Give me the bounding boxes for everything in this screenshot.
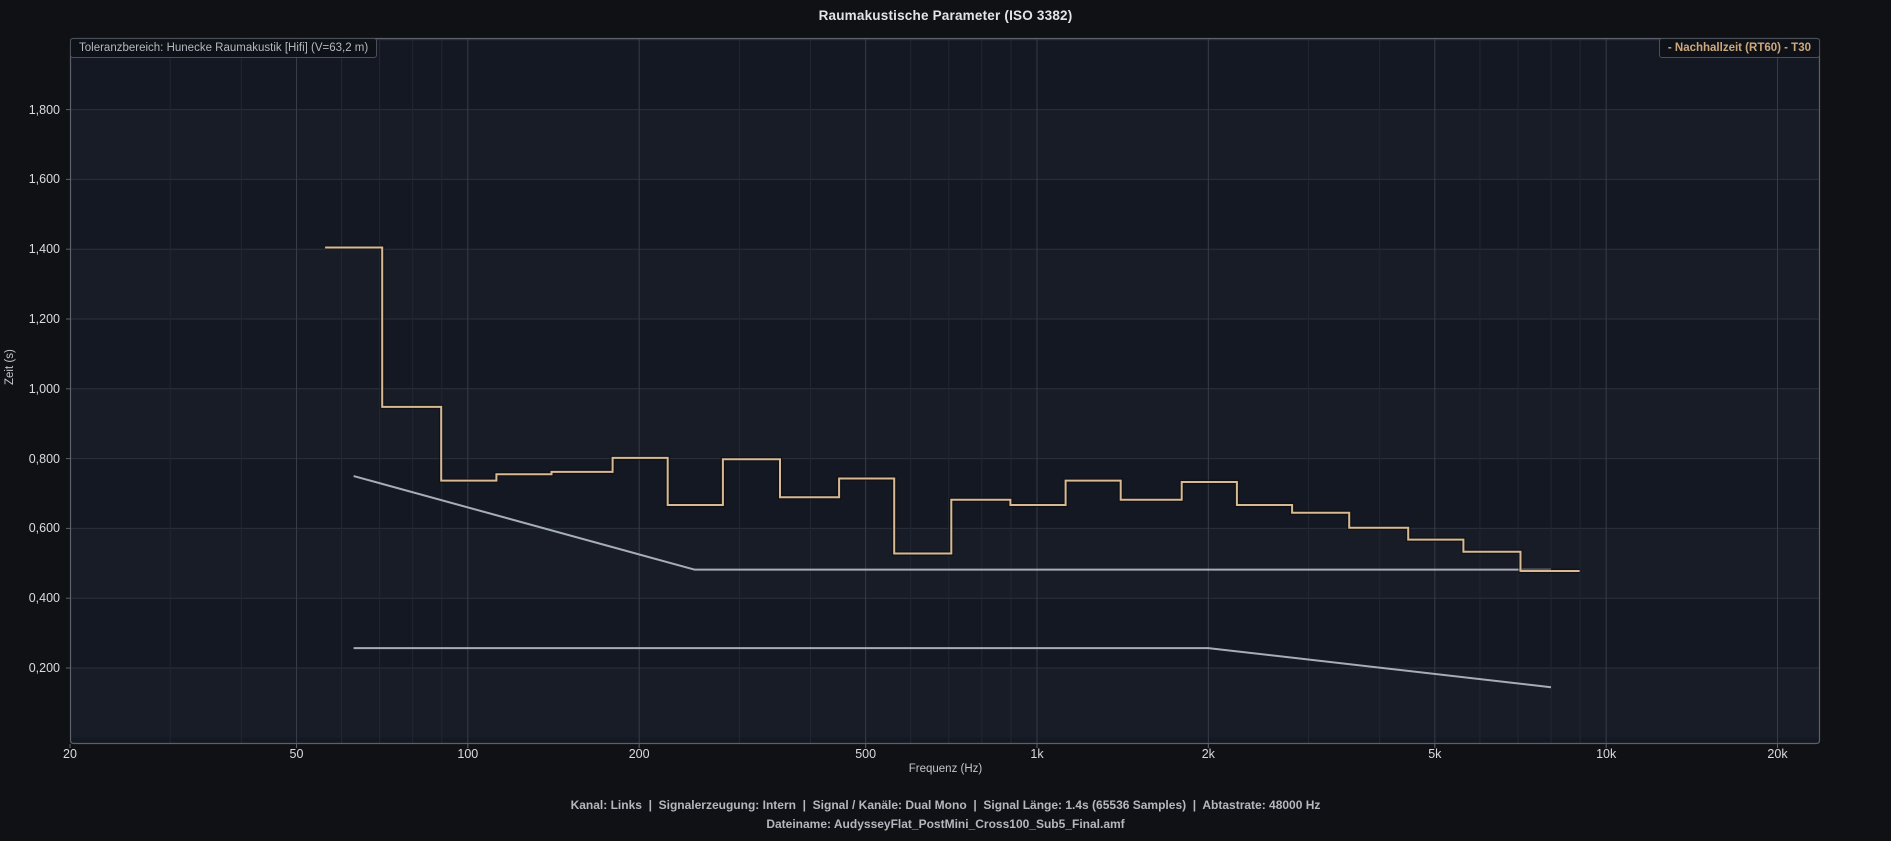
x-tick-label: 100 bbox=[457, 747, 479, 761]
rt60-t30-curve bbox=[325, 246, 1580, 572]
tolerance-range-label: Toleranzbereich: Hunecke Raumakustik [Hi… bbox=[70, 38, 378, 58]
y-tick-label: 1,600 bbox=[28, 172, 60, 187]
x-tick-label: 1k bbox=[1030, 747, 1044, 761]
plot-border bbox=[69, 37, 1821, 745]
page-title: Raumakustische Parameter (ISO 3382) bbox=[818, 8, 1073, 23]
x-tick-label: 20k bbox=[1767, 747, 1788, 761]
y-tick-label: 0,600 bbox=[28, 521, 60, 536]
plot-band bbox=[70, 668, 1820, 738]
x-tick-label: 20 bbox=[63, 747, 77, 761]
x-tick-label: 500 bbox=[855, 747, 877, 761]
plot-band bbox=[70, 110, 1820, 180]
x-tick-label: 2k bbox=[1201, 747, 1215, 761]
plot-band bbox=[70, 249, 1820, 319]
tolerance-lower-line bbox=[353, 647, 1552, 689]
tolerance-upper-line bbox=[353, 475, 1552, 571]
x-tick-label: 50 bbox=[289, 747, 304, 761]
status-bar-line-1: Kanal: Links | Signalerzeugung: Intern |… bbox=[570, 798, 1321, 812]
y-tick-label: 0,200 bbox=[28, 661, 60, 675]
y-tick-label: 1,400 bbox=[28, 242, 60, 257]
plot-band bbox=[70, 528, 1820, 598]
y-tick-label: 1,000 bbox=[28, 381, 60, 396]
x-tick-label: 5k bbox=[1428, 747, 1442, 761]
x-tick-label: 200 bbox=[628, 747, 650, 761]
x-tick-label: 10k bbox=[1596, 747, 1617, 761]
y-tick-label: 0,800 bbox=[28, 451, 60, 466]
status-bar-line-2: Dateiname: AudysseyFlat_PostMini_Cross10… bbox=[766, 817, 1125, 831]
y-tick-label: 1,800 bbox=[28, 102, 60, 117]
plot-area bbox=[66, 37, 1821, 748]
y-tick-label: 0,400 bbox=[28, 591, 60, 606]
y-tick-label: 1,200 bbox=[28, 312, 60, 326]
x-axis-title: Frequenz (Hz) bbox=[908, 763, 983, 775]
plot-background bbox=[70, 38, 1820, 744]
legend-rt60-t30: - Nachhallzeit (RT60) - T30 bbox=[1658, 38, 1820, 58]
plot-band bbox=[70, 389, 1820, 459]
